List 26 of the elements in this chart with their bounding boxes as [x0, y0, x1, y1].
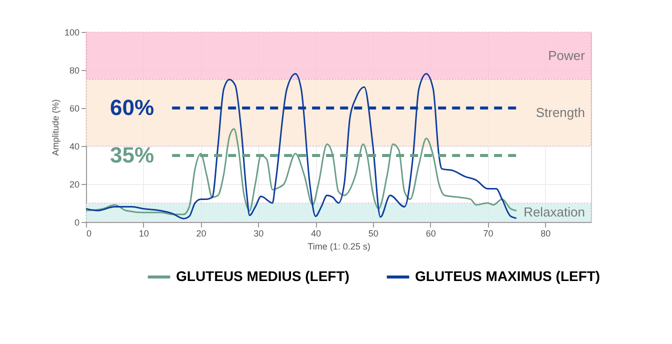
x-tick-label: 0 [86, 228, 92, 238]
line-series [85, 128, 518, 216]
x-axis-title: Time (1: 0.25 s) [308, 242, 370, 252]
y-tick-label: 20 [69, 180, 80, 190]
band-label: Power [548, 48, 586, 63]
y-tick-label: 80 [69, 66, 80, 76]
x-tick-label: 40 [311, 228, 322, 238]
x-tick-label: 10 [138, 228, 149, 238]
band-label: Relaxation [524, 204, 585, 220]
x-tick-label: 20 [196, 228, 206, 238]
y-tick-label: 60 [69, 104, 80, 114]
band-label: Strength [536, 104, 585, 120]
y-tick-label: 40 [69, 142, 80, 152]
x-tick-label: 70 [483, 228, 494, 238]
x-tick-label: 80 [540, 228, 551, 238]
legend-label: GLUTEUS MEDIUS (LEFT) [176, 268, 350, 284]
legend-label: GLUTEUS MAXIMUS (LEFT) [415, 268, 600, 284]
line-series [85, 73, 518, 220]
x-tick-label: 30 [254, 228, 264, 238]
x-tick-label: 60 [426, 228, 436, 238]
y-tick-label: 0 [74, 218, 80, 228]
annotation: 35% [110, 142, 154, 168]
x-tick-label: 50 [368, 228, 378, 238]
y-tick-label: 100 [64, 28, 80, 38]
y-axis-title: Amplitude (%) [50, 99, 60, 156]
annotation: 60% [110, 95, 154, 120]
